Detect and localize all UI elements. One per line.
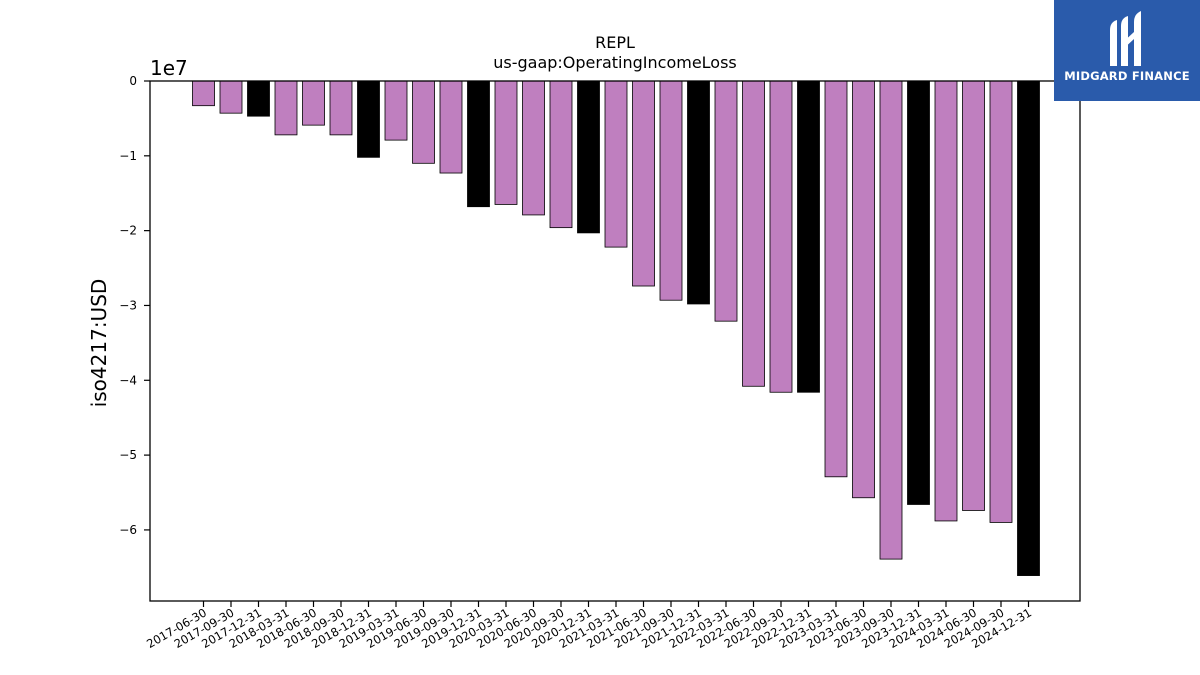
y-tick-label: −1 bbox=[119, 149, 137, 163]
y-tick-label: −4 bbox=[119, 373, 137, 387]
axes-layer bbox=[144, 80, 1081, 607]
y-axis-label: iso4217:USD bbox=[87, 279, 111, 408]
bar-2019-12-31 bbox=[467, 80, 490, 208]
bar-2022-03-31 bbox=[714, 80, 738, 322]
bar-2021-12-31 bbox=[687, 80, 710, 305]
bar-2022-12-31 bbox=[797, 80, 820, 393]
bar-2020-03-31 bbox=[494, 80, 518, 205]
plot-frame bbox=[149, 80, 1081, 602]
bar-2017-09-30 bbox=[219, 80, 243, 114]
bar-2020-12-31 bbox=[577, 80, 600, 234]
y-tick-label: −6 bbox=[119, 523, 137, 537]
y-tick-label: −3 bbox=[119, 298, 137, 312]
bar-2020-09-30 bbox=[549, 80, 573, 229]
bar-2021-06-30 bbox=[632, 80, 655, 287]
bar-2023-06-30 bbox=[852, 80, 875, 499]
bar-2017-12-31 bbox=[247, 80, 270, 117]
bar-2019-06-30 bbox=[412, 80, 435, 164]
bars-layer bbox=[192, 80, 1040, 576]
bar-2023-12-31 bbox=[907, 80, 930, 505]
bar-2024-09-30 bbox=[989, 80, 1013, 523]
bar-2022-09-30 bbox=[769, 80, 793, 393]
bar-2023-03-31 bbox=[824, 80, 848, 478]
bar-2024-06-30 bbox=[962, 80, 985, 511]
bar-2018-12-31 bbox=[357, 80, 380, 158]
bar-2018-09-30 bbox=[329, 80, 353, 136]
bar-2022-06-30 bbox=[742, 80, 765, 387]
y-offset-text: 1e7 bbox=[150, 56, 188, 80]
y-tick-label: 0 bbox=[129, 74, 137, 88]
chart-title: REPL bbox=[595, 33, 635, 52]
y-tick-label: −2 bbox=[119, 224, 137, 238]
y-tick-label: −5 bbox=[119, 448, 137, 462]
bar-2020-06-30 bbox=[522, 80, 545, 216]
chart-subtitle: us-gaap:OperatingIncomeLoss bbox=[493, 53, 737, 72]
bar-2019-09-30 bbox=[439, 80, 463, 174]
bar-2017-06-30 bbox=[192, 80, 215, 107]
bar-2023-09-30 bbox=[879, 80, 903, 560]
brand-logo: MIDGARD FINANCE bbox=[1054, 0, 1200, 101]
midgard-logo-icon bbox=[1110, 11, 1141, 66]
bar-2021-03-31 bbox=[604, 80, 628, 248]
bar-2018-06-30 bbox=[302, 80, 325, 126]
bar-2019-03-31 bbox=[384, 80, 408, 141]
brand-name: MIDGARD FINANCE bbox=[1064, 69, 1190, 83]
bar-2024-12-31 bbox=[1017, 80, 1040, 576]
bar-2021-09-30 bbox=[659, 80, 683, 301]
bar-2018-03-31 bbox=[274, 80, 298, 136]
bar-2024-03-31 bbox=[934, 80, 958, 522]
